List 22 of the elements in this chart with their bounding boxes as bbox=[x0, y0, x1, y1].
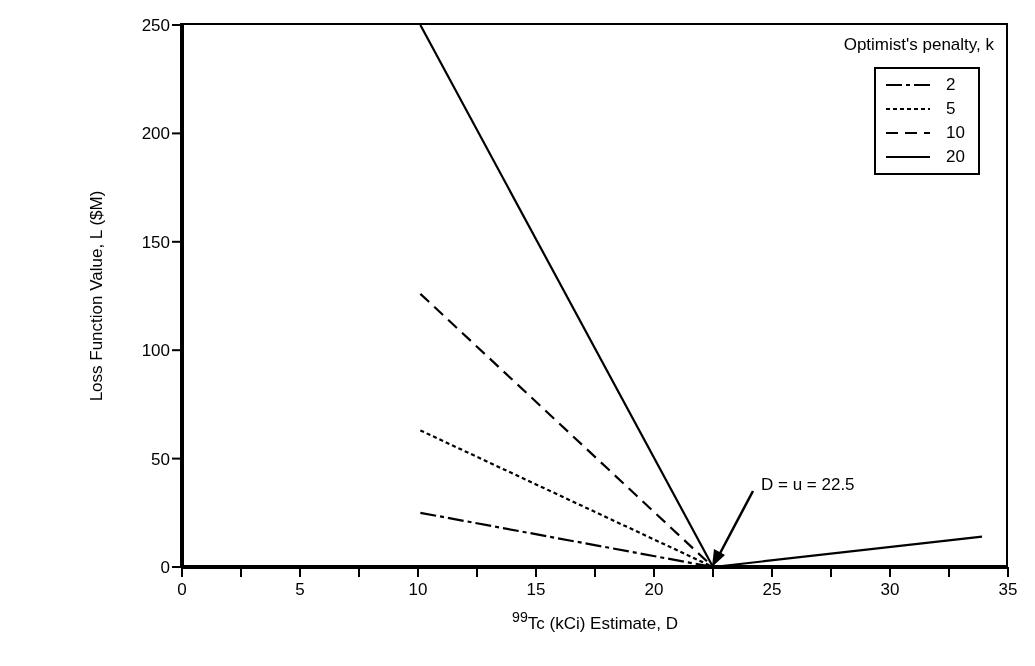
x-tick-label: 35 bbox=[998, 580, 1018, 600]
y-tick-label: 150 bbox=[141, 232, 170, 252]
x-axis-title: $^{99}$Tc (kCi) Estimate, D bbox=[511, 609, 679, 634]
legend-label: 10 bbox=[946, 123, 966, 143]
x-tick-label: 10 bbox=[408, 580, 428, 600]
x-tick-label: 25 bbox=[762, 580, 782, 600]
y-tick-label: 50 bbox=[151, 449, 170, 469]
y-tick-label: 0 bbox=[160, 558, 170, 578]
x-tick-label: 15 bbox=[526, 580, 546, 600]
x-tick-label: 20 bbox=[644, 580, 664, 600]
x-tick-label: 30 bbox=[880, 580, 900, 600]
annotation: D = u = 22.5 bbox=[761, 475, 855, 495]
y-axis-title: Loss Function Value, L ($M) bbox=[87, 190, 107, 402]
y-tick-label: 250 bbox=[141, 16, 170, 36]
y-tick-label: 200 bbox=[141, 124, 170, 144]
x-tick-label: 0 bbox=[177, 580, 187, 600]
legend-label: 2 bbox=[946, 75, 957, 95]
x-tick-label: 5 bbox=[295, 580, 305, 600]
legend-label: 20 bbox=[946, 147, 966, 167]
legend-title: Optimist's penalty, k bbox=[843, 35, 994, 55]
y-tick-label: 100 bbox=[141, 341, 170, 361]
legend-label: 5 bbox=[946, 99, 957, 119]
